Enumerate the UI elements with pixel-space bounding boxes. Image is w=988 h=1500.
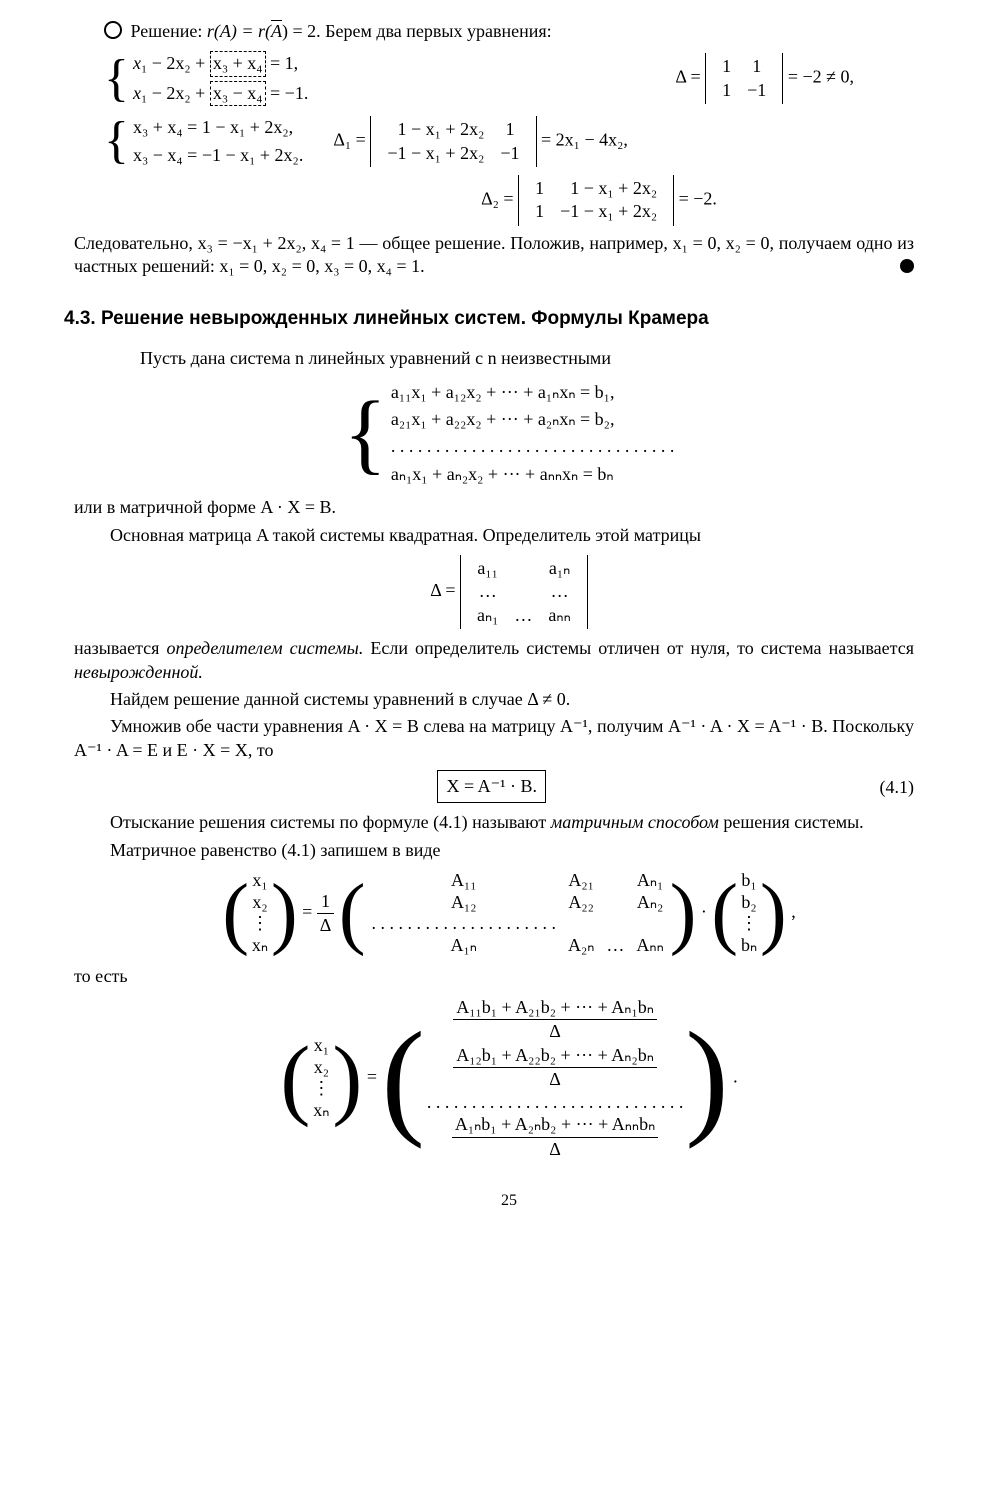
p1: Пусть дана система n линейных уравнений …	[104, 347, 914, 370]
system-2: { x₃ + x₄ = 1 − x₁ + 2x₂, x₃ − x₄ = −1 −…	[104, 114, 303, 169]
row-system-1: { x₁ − 2x₂ + x₃ + x₄ = 1, x₁ − 2x₂ + x₃ …	[104, 49, 914, 108]
brace-icon: {	[104, 123, 129, 159]
page-number: 25	[104, 1191, 914, 1212]
p2: или в матричной форме A · X = B.	[74, 496, 914, 519]
solution-label: Решение:	[131, 21, 203, 41]
one-over-delta: 1 Δ	[317, 890, 335, 938]
determinant-1: Δ₁ = 1 − x₁ + 2x₂1 −1 − x₁ + 2x₂−1 = 2x₁…	[333, 116, 628, 167]
sys2-line2: x₃ − x₄ = −1 − x₁ + 2x₂.	[133, 144, 303, 167]
dashed-box-2: x₃ − x₄	[210, 81, 266, 106]
p3: Основная матрица A такой системы квадрат…	[74, 524, 914, 547]
solution-header: Решение: r(A) = r(A) = 2. Берем два перв…	[104, 20, 914, 43]
gensys-l2: a₂₁x₁ + a₂₂x₂ + ··· + a₂ₙxₙ = b₂,	[391, 408, 675, 431]
matrix-eq-1: ( x₁ x₂ ⋮ xₙ ) = 1 Δ ( A₁₁A₂₁Aₙ₁ A₁₂A₂₂A…	[104, 870, 914, 956]
determinant-2: Δ₂ = 11 − x₁ + 2x₂ 1−1 − x₁ + 2x₂ = −2.	[481, 175, 717, 226]
boxed-formula: X = A⁻¹ · B.	[437, 770, 546, 803]
to-est: то есть	[74, 965, 914, 988]
end-proof-icon	[900, 259, 914, 273]
bullet-icon	[104, 21, 122, 39]
row-det2: Δ₂ = 11 − x₁ + 2x₂ 1−1 − x₁ + 2x₂ = −2.	[284, 175, 914, 226]
p5: Найдем решение данной системы уравнений …	[74, 688, 914, 711]
section-title: Решение невырожденных линейных систем. Ф…	[101, 308, 709, 329]
take-two-text: Берем два первых уравнения:	[325, 21, 552, 41]
det-A: Δ = a₁₁a₁ₙ …… aₙ₁…aₙₙ	[104, 555, 914, 629]
sys1-line2: x₁ − 2x₂ + x₃ − x₄ = −1.	[133, 81, 308, 106]
p7: Отыскание решения системы по формуле (4.…	[74, 811, 914, 834]
equation-number: (4.1)	[880, 776, 915, 799]
rank-expr-2: ) = 2.	[282, 21, 321, 41]
determinant-0: Δ = 11 1−1 = −2 ≠ 0,	[675, 53, 854, 104]
page-content: Решение: r(A) = r(A) = 2. Берем два перв…	[44, 20, 944, 1212]
rank-A-bar: A	[271, 21, 282, 41]
boxed-equation: X = A⁻¹ · B. (4.1)	[104, 770, 914, 803]
gensys-dots: . . . . . . . . . . . . . . . . . . . . …	[391, 435, 675, 458]
p6: Умножив обе части уравнения A · X = B сл…	[74, 715, 914, 762]
rank-expr-1: r(A) = r(	[207, 21, 271, 41]
section-num: 4.3.	[64, 308, 96, 329]
conclusion-para: Следовательно, x₃ = −x₁ + 2x₂, x₄ = 1 — …	[74, 232, 914, 279]
system-1: { x₁ − 2x₂ + x₃ + x₄ = 1, x₁ − 2x₂ + x₃ …	[104, 49, 308, 108]
general-system: { a₁₁x₁ + a₁₂x₂ + ··· + a₁ₙxₙ = b₁, a₂₁x…	[104, 379, 914, 489]
section-heading: 4.3. Решение невырожденных линейных сист…	[64, 307, 914, 332]
gensys-l1: a₁₁x₁ + a₁₂x₂ + ··· + a₁ₙxₙ = b₁,	[391, 381, 675, 404]
p4: называется определителем системы. Если о…	[74, 637, 914, 684]
gensys-ln: aₙ₁x₁ + aₙ₂x₂ + ··· + aₙₙxₙ = bₙ	[391, 463, 675, 486]
brace-icon: {	[344, 400, 387, 468]
sys2-line1: x₃ + x₄ = 1 − x₁ + 2x₂,	[133, 116, 303, 139]
matrix-eq-2: ( x₁ x₂ ⋮ xₙ ) = ( A₁₁b₁ + A₂₁b₂ + ··· +…	[104, 996, 914, 1161]
p8: Матричное равенство (4.1) запишем в виде	[74, 839, 914, 862]
brace-icon: {	[104, 61, 129, 97]
dashed-box-1: x₃ + x₄	[210, 51, 266, 76]
sys1-line1: x₁ − 2x₂ + x₃ + x₄ = 1,	[133, 51, 308, 76]
row-system-2: { x₃ + x₄ = 1 − x₁ + 2x₂, x₃ − x₄ = −1 −…	[104, 114, 914, 169]
